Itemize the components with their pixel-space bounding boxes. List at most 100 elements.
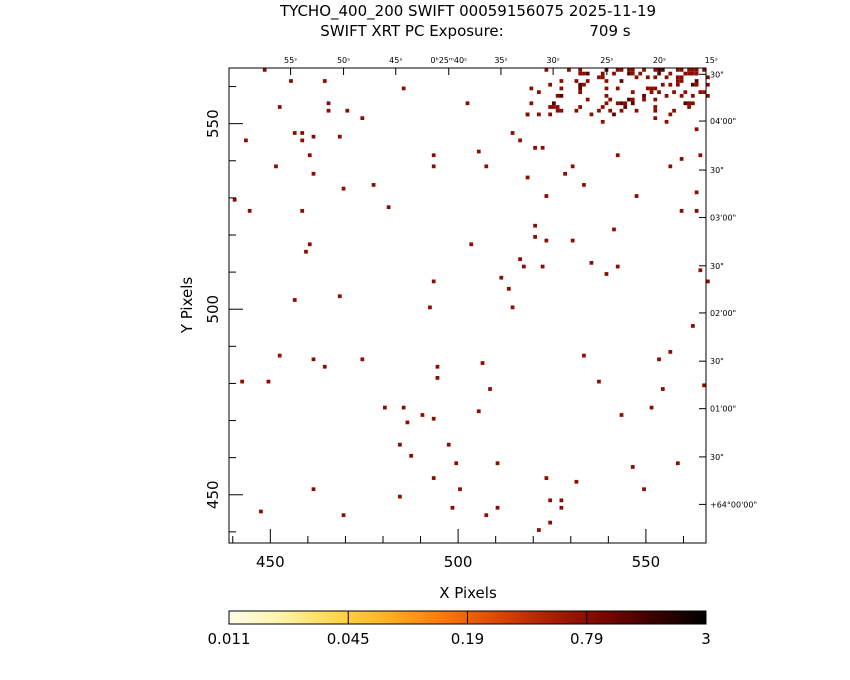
ra-tick-label: 35ˢ (494, 56, 507, 65)
chart-title-line1: TYCHO_400_200 SWIFT 00059156075 2025-11-… (279, 2, 656, 21)
x-axis-label: X Pixels (439, 584, 497, 602)
event-pixel (653, 116, 658, 120)
event-pixel (360, 116, 365, 120)
event-pixel (702, 90, 706, 95)
event-pixel (559, 86, 564, 91)
event-pixel (649, 405, 654, 410)
event-pixel (277, 105, 282, 109)
event-pixel (544, 68, 549, 72)
dec-tick-label: 03'00" (710, 214, 736, 223)
ra-tick-label: 15ˢ (705, 56, 718, 65)
event-pixel (548, 112, 553, 117)
event-pixel (630, 71, 635, 76)
event-pixel (630, 465, 635, 469)
event-pixel (615, 68, 620, 72)
event-pixel (484, 513, 489, 518)
event-pixel (559, 79, 564, 83)
event-pixel (642, 93, 646, 98)
dec-tick-label: 30" (710, 166, 724, 175)
event-pixel (619, 101, 624, 106)
event-pixel (311, 134, 316, 139)
plot-background (229, 68, 706, 543)
event-pixel (578, 86, 583, 91)
event-pixel (582, 82, 586, 87)
event-pixel (499, 275, 504, 280)
event-pixel (615, 86, 620, 91)
colorbar-ticks: 0.011 0.045 0.19 0.79 3 (208, 611, 711, 648)
exposure-value: 709 s (589, 22, 630, 40)
event-pixel (653, 108, 658, 113)
event-pixel (274, 164, 278, 169)
event-pixel (623, 101, 628, 106)
event-pixel (292, 298, 297, 302)
event-pixel (585, 79, 590, 83)
event-pixel (649, 90, 654, 95)
x-tick-label: 550 (632, 553, 661, 571)
event-pixel (653, 105, 658, 109)
event-pixel (600, 75, 605, 80)
event-pixel (668, 71, 673, 76)
dec-tick-label: 30" (710, 262, 724, 271)
event-pixel (476, 409, 481, 414)
event-pixel (401, 405, 406, 410)
event-pixel (386, 205, 391, 210)
ra-tick-label: 50ˢ (337, 56, 350, 65)
event-pixel (642, 68, 646, 72)
event-pixel (240, 379, 245, 384)
event-pixel (495, 461, 500, 466)
event-pixel (428, 305, 432, 310)
ra-tick-label: 30ˢ (547, 56, 560, 65)
event-pixel (698, 268, 703, 273)
event-pixel (668, 82, 673, 87)
event-pixel (619, 413, 624, 417)
event-pixel (600, 105, 605, 109)
event-pixel (597, 379, 601, 384)
event-pixel (518, 257, 522, 262)
event-pixel (702, 68, 706, 72)
event-pixel (694, 68, 699, 72)
event-pixel (480, 361, 485, 365)
ra-tick-label: 25ˢ (600, 56, 613, 65)
event-pixel (420, 413, 425, 417)
event-pixel (540, 145, 545, 150)
event-pixel (694, 190, 699, 195)
event-pixel (548, 520, 553, 525)
event-pixel (533, 145, 537, 150)
event-pixel (597, 75, 601, 80)
event-pixel (604, 79, 609, 83)
event-pixel (232, 197, 237, 202)
event-pixel (570, 164, 575, 169)
event-pixel (687, 101, 691, 106)
event-pixel (506, 286, 511, 291)
event-pixel (675, 75, 680, 80)
event-pixel (615, 264, 620, 269)
event-pixel (645, 86, 650, 91)
event-pixel (679, 75, 684, 80)
event-pixel (672, 108, 676, 113)
event-pixel (307, 242, 312, 247)
event-pixel (675, 461, 680, 466)
dec-tick-label: 30" (710, 453, 724, 462)
event-pixel (690, 68, 695, 72)
event-pixel (582, 71, 586, 76)
event-pixel (582, 183, 586, 187)
event-pixel (664, 93, 669, 98)
event-pixel (525, 175, 530, 180)
event-pixel (536, 528, 541, 532)
event-pixel (630, 90, 635, 95)
event-pixel (619, 79, 624, 83)
event-pixel (627, 97, 631, 102)
event-pixel (690, 101, 695, 106)
event-pixel (600, 71, 605, 76)
event-pixel (304, 249, 308, 254)
plot-frame (228, 67, 707, 544)
event-pixel (582, 353, 586, 358)
event-pixel (653, 68, 658, 72)
event-pixel (398, 494, 402, 499)
event-pixel (660, 68, 665, 72)
event-pixel (488, 387, 492, 391)
event-pixel (510, 305, 515, 310)
event-pixel (660, 82, 665, 87)
ra-ticks: 55ˢ 50ˢ 45ˢ 0ʰ25ᵐ40ˢ 35ˢ 30ˢ 25ˢ 20ˢ 15ˢ (284, 56, 718, 75)
